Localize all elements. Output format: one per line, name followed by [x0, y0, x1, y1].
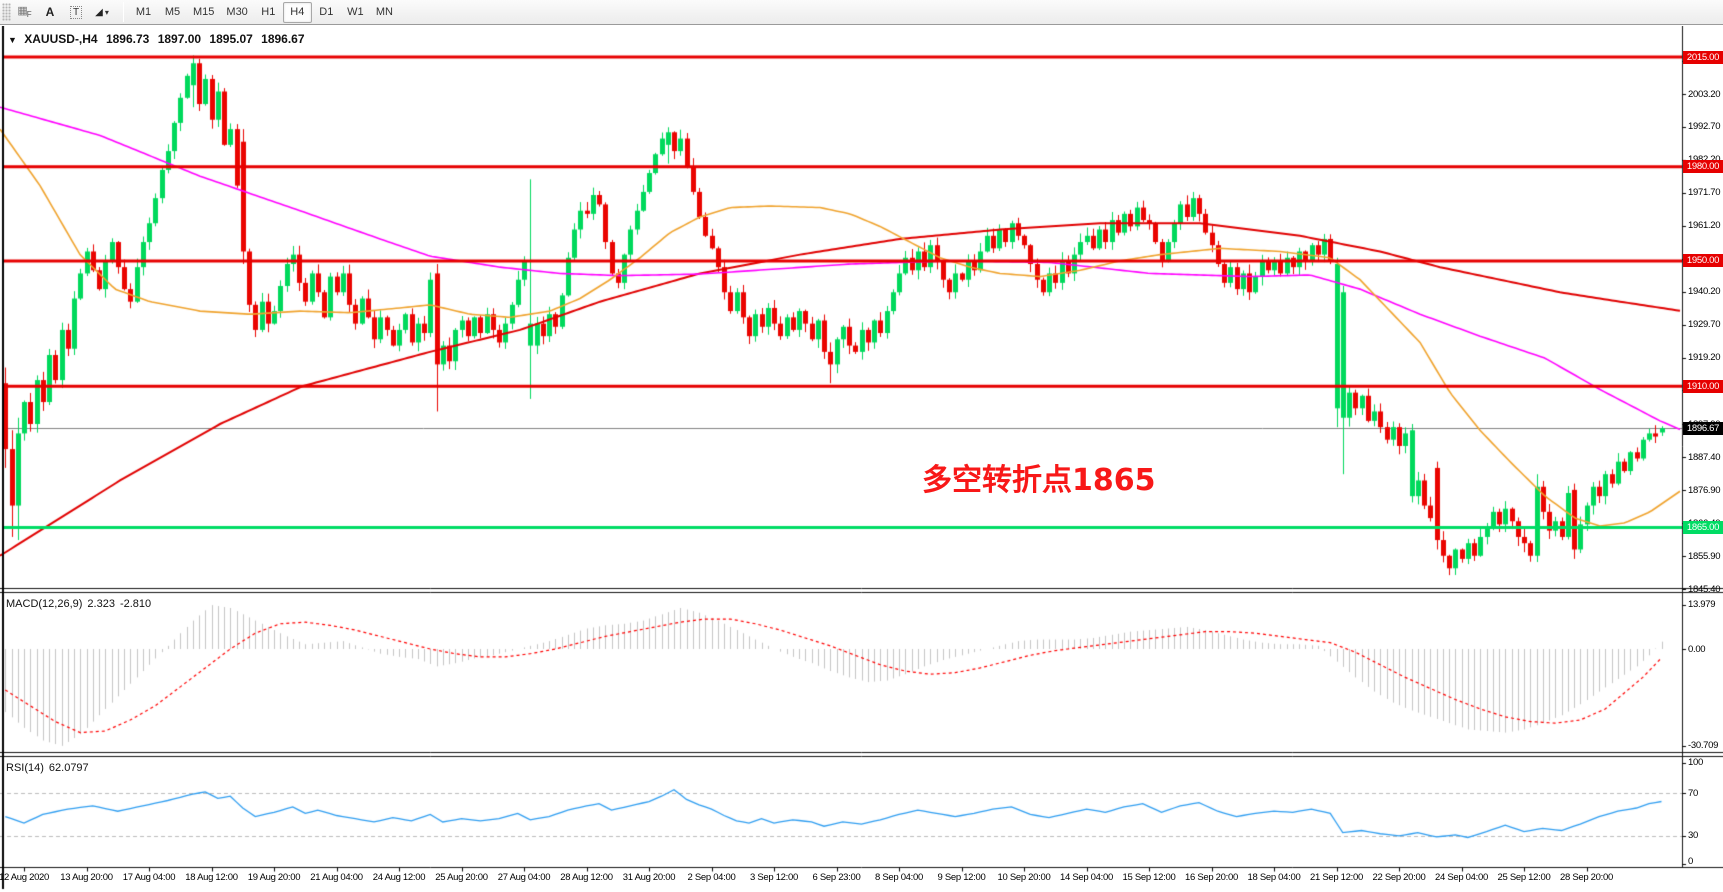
toolbar-separator: [123, 2, 124, 22]
timeframe-button-w1[interactable]: W1: [347, 6, 364, 18]
macd-axis-label: 13.979: [1688, 599, 1716, 611]
timeframe-bar: M1 M5 M15 M30 H1 H4 D1 W1 MN: [129, 1, 399, 23]
date-axis-label: 25 Sep 12:00: [1497, 872, 1551, 883]
date-axis-label: 2 Sep 04:00: [687, 872, 736, 883]
price-tick-label: 1919.20: [1688, 352, 1721, 363]
rsi-axis-label: 30: [1688, 830, 1698, 842]
date-axis-label: 12 Aug 2020: [0, 872, 50, 883]
date-axis-label: 31 Aug 20:00: [622, 872, 676, 883]
rsi-axis-label: 0: [1688, 856, 1693, 867]
timeframe-button-m30[interactable]: M30: [226, 6, 248, 18]
price-tick-label: 1855.90: [1688, 550, 1721, 562]
text-label-icon[interactable]: A: [45, 5, 55, 19]
date-axis-label: 19 Aug 20:00: [247, 872, 301, 883]
objects-grid-icon[interactable]: ▦F: [17, 5, 31, 20]
chart-window: ▼ XAUUSD-,H4 1896.73 1897.00 1895.07 189…: [0, 26, 1723, 892]
date-axis-label: 13 Aug 20:00: [60, 872, 113, 883]
timeframe-button-h1[interactable]: H1: [261, 6, 276, 18]
text-tool-icon[interactable]: T: [64, 2, 88, 22]
price-level-badge: 1910.00: [1683, 379, 1723, 393]
date-axis-label: 6 Sep 23:00: [812, 872, 861, 883]
date-axis-label: 14 Sep 04:00: [1060, 872, 1113, 883]
date-axis-label: 3 Sep 12:00: [750, 872, 798, 883]
price-level-badge: 1865.00: [1683, 521, 1723, 535]
chart-title-caret-icon[interactable]: ▼: [8, 35, 17, 45]
date-axis-label: 21 Sep 12:00: [1310, 872, 1363, 883]
price-tick-label: 1971.70: [1688, 187, 1721, 199]
timeframe-button-m15[interactable]: M15: [193, 6, 215, 18]
chart-symbol: XAUUSD-,H4: [24, 32, 98, 46]
shapes-dropdown-caret: ▾: [104, 7, 109, 17]
price-level-badge: 1980.00: [1683, 160, 1723, 174]
timeframe-button-h4[interactable]: H4: [282, 1, 312, 23]
date-axis-label: 28 Sep 20:00: [1560, 872, 1613, 883]
price-tick-label: 1876.90: [1688, 484, 1721, 496]
macd-axis-label: -30.709: [1688, 740, 1719, 752]
price-tick-label: 1887.40: [1688, 451, 1721, 463]
ohlc-low: 1895.07: [209, 32, 253, 46]
ohlc-close: 1896.67: [261, 32, 305, 46]
rsi-axis-label: 70: [1688, 787, 1698, 799]
price-tick-label: 2003.20: [1688, 88, 1721, 100]
date-axis-label: 18 Sep 04:00: [1247, 872, 1301, 883]
date-axis-label: 15 Sep 12:00: [1122, 872, 1176, 883]
price-level-badge: 1896.67: [1683, 421, 1723, 435]
shapes-tool-icon[interactable]: ◢ ▾: [95, 6, 109, 18]
rsi-indicator-label: RSI(14) 62.0797: [6, 762, 89, 774]
date-axis-label: 21 Aug 04:00: [310, 872, 363, 883]
annotation-text: 多空转折点1865: [922, 463, 1156, 498]
date-axis-label: 10 Sep 20:00: [997, 872, 1051, 883]
price-level-badge: 2015.00: [1683, 50, 1723, 64]
date-axis-label: 9 Sep 12:00: [937, 872, 986, 883]
date-axis-label: 24 Aug 12:00: [372, 872, 426, 883]
date-axis-label: 16 Sep 20:00: [1185, 872, 1238, 883]
macd-indicator-label: MACD(12,26,9) 2.323 -2.810: [6, 598, 152, 610]
price-level-badge: 1950.00: [1683, 254, 1723, 268]
macd-axis-label: 0.00: [1688, 643, 1706, 655]
timeframe-button-m5[interactable]: M5: [164, 6, 181, 18]
date-axis-label: 8 Sep 04:00: [875, 872, 923, 883]
date-axis-label: 24 Sep 04:00: [1435, 872, 1488, 883]
date-axis-label: 18 Aug 12:00: [185, 872, 238, 883]
price-tick-label: 1982.20: [1688, 154, 1723, 165]
toolbar: ▦F A T ◢ ▾ M1 M5 M15 M30 H1 H4 D1 W1 MN: [0, 0, 1723, 25]
price-tick-label: 1961.20: [1688, 220, 1721, 232]
timeframe-button-mn[interactable]: MN: [375, 6, 393, 18]
price-tick-label: 1992.70: [1688, 121, 1721, 133]
price-tick-label: 1845.40: [1688, 583, 1721, 595]
date-axis-label: 25 Aug 20:00: [435, 872, 488, 883]
toolbar-grip[interactable]: [2, 3, 11, 21]
price-tick-label: 1929.70: [1688, 319, 1721, 331]
date-axis-label: 17 Aug 04:00: [122, 872, 176, 883]
chart-title: ▼ XAUUSD-,H4 1896.73 1897.00 1895.07 189…: [8, 32, 310, 46]
date-axis-label: 28 Aug 12:00: [560, 872, 613, 883]
rsi-axis-label: 100: [1688, 757, 1703, 768]
timeframe-button-m1[interactable]: M1: [135, 6, 152, 18]
price-tick-label: 1940.20: [1688, 286, 1721, 298]
ohlc-open: 1896.73: [105, 32, 150, 46]
ohlc-high: 1897.00: [157, 32, 202, 46]
price-chart-canvas[interactable]: [0, 26, 1723, 892]
date-axis-label: 27 Aug 04:00: [497, 872, 551, 883]
timeframe-button-d1[interactable]: D1: [319, 6, 334, 18]
date-axis-label: 22 Sep 20:00: [1372, 872, 1426, 883]
